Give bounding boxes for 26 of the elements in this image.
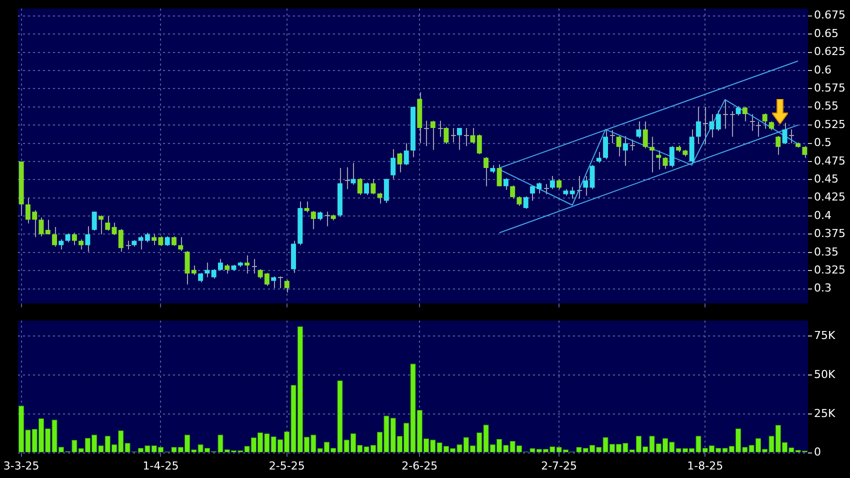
y-tick-label: 0.35 [814,245,838,258]
y-tick-label: 0.45 [814,172,838,186]
y-tick-label: 0.55 [814,100,838,113]
y-tick-label: 75K [814,329,836,342]
y-tick-label: 0.575 [814,82,846,95]
x-tick-label: 1-4-25 [142,459,179,472]
x-tick-label: 2-6-25 [402,459,438,472]
y-tick-label: 0.4 [814,208,832,222]
y-tick-label: 50K [814,368,836,381]
y-tick-label: 0.425 [814,190,846,204]
y-tick-label: 0.5 [814,136,832,150]
y-tick-label: 0.325 [814,264,846,277]
y-tick-label: 0.65 [814,26,838,40]
x-tick-label: 3-3-25 [3,459,40,472]
y-tick-label: 0 [814,446,821,459]
y-tick-label: 0.525 [814,118,846,131]
x-tick-label: 1-8-25 [687,459,724,472]
y-tick-label: 0.6 [814,63,832,76]
y-tick-label: 25K [814,406,836,420]
y-tick-label: 0.475 [814,154,846,168]
y-tick-label: 0.625 [814,45,846,58]
x-tick-label: 2-7-25 [541,459,578,472]
y-tick-label: 0.375 [814,227,846,240]
y-tick-label: 0.3 [814,282,832,295]
y-tick-label: 0.675 [814,8,846,22]
x-tick-label: 2-5-25 [268,459,305,472]
